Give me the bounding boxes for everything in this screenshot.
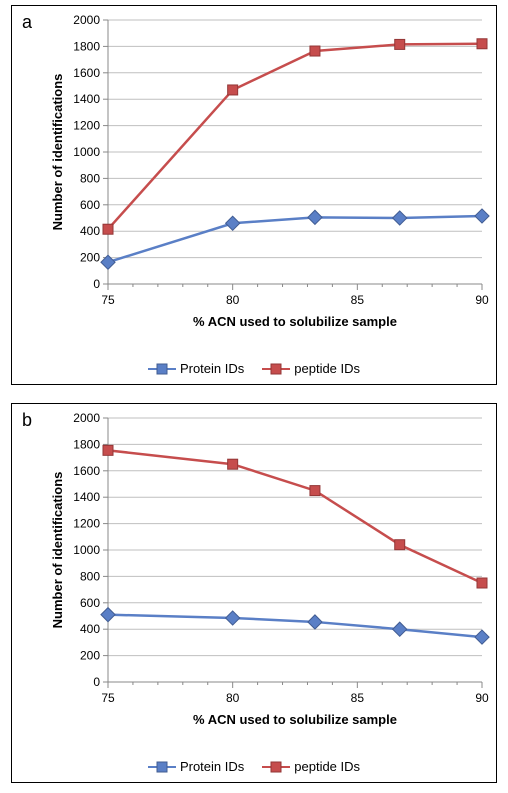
chart-b: 75 80 85 90 0 200 400 600 800 1000 1200 1400 1600 180… <box>46 408 490 738</box>
svg-text:1800: 1800 <box>73 437 100 451</box>
svg-text:400: 400 <box>80 224 100 238</box>
svg-text:75: 75 <box>101 691 115 705</box>
legend-swatch-peptide <box>262 362 290 376</box>
legend-label-peptide: peptide IDs <box>294 361 360 376</box>
svg-text:% ACN used to solubilize sampl: % ACN used to solubilize sample <box>193 314 397 329</box>
svg-text:90: 90 <box>475 691 489 705</box>
panel-letter-b: b <box>22 410 32 431</box>
svg-text:1400: 1400 <box>73 92 100 106</box>
svg-text:1600: 1600 <box>73 66 100 80</box>
svg-text:75: 75 <box>101 293 115 307</box>
svg-text:2000: 2000 <box>73 411 100 425</box>
legend-b: Protein IDs peptide IDs <box>12 759 496 774</box>
svg-text:% ACN used to solubilize sampl: % ACN used to solubilize sample <box>193 712 397 727</box>
svg-text:600: 600 <box>80 198 100 212</box>
legend-label-peptide: peptide IDs <box>294 759 360 774</box>
svg-text:90: 90 <box>475 293 489 307</box>
svg-text:800: 800 <box>80 569 100 583</box>
svg-text:1200: 1200 <box>73 517 100 531</box>
panel-a: a 75 80 85 90 0 200 400 600 800 1000 1200 1400 1600 1… <box>11 5 497 385</box>
svg-text:0: 0 <box>93 675 100 689</box>
svg-text:1000: 1000 <box>73 543 100 557</box>
legend-label-protein: Protein IDs <box>180 361 244 376</box>
svg-text:2000: 2000 <box>73 13 100 27</box>
panel-letter-a: a <box>22 12 32 33</box>
legend-a: Protein IDs peptide IDs <box>12 361 496 376</box>
svg-text:1200: 1200 <box>73 119 100 133</box>
legend-item-protein: Protein IDs <box>148 759 244 774</box>
figure-page: a 75808590020040060080010001200140016001… <box>0 0 508 793</box>
svg-text:800: 800 <box>80 171 100 185</box>
legend-label-protein: Protein IDs <box>180 759 244 774</box>
svg-text:80: 80 <box>226 691 240 705</box>
svg-text:Number of identifications: Number of identifications <box>50 472 65 629</box>
svg-text:400: 400 <box>80 622 100 636</box>
chart-a: 75 80 85 90 0 200 400 600 800 1000 1200 1400 1600 180… <box>46 10 490 340</box>
svg-text:1600: 1600 <box>73 464 100 478</box>
legend-swatch-protein <box>148 760 176 774</box>
svg-text:0: 0 <box>93 277 100 291</box>
panel-b: b 75 80 85 90 0 200 400 600 800 1000 1200 1400 1600 1… <box>11 403 497 783</box>
legend-item-peptide: peptide IDs <box>262 759 360 774</box>
svg-text:Number of identifications: Number of identifications <box>50 74 65 231</box>
svg-text:600: 600 <box>80 596 100 610</box>
svg-text:85: 85 <box>351 293 365 307</box>
legend-item-protein: Protein IDs <box>148 361 244 376</box>
svg-text:85: 85 <box>351 691 365 705</box>
legend-item-peptide: peptide IDs <box>262 361 360 376</box>
svg-text:80: 80 <box>226 293 240 307</box>
legend-swatch-peptide <box>262 760 290 774</box>
legend-swatch-protein <box>148 362 176 376</box>
svg-text:200: 200 <box>80 251 100 265</box>
svg-text:1400: 1400 <box>73 490 100 504</box>
svg-text:1800: 1800 <box>73 39 100 53</box>
svg-text:200: 200 <box>80 649 100 663</box>
svg-text:1000: 1000 <box>73 145 100 159</box>
